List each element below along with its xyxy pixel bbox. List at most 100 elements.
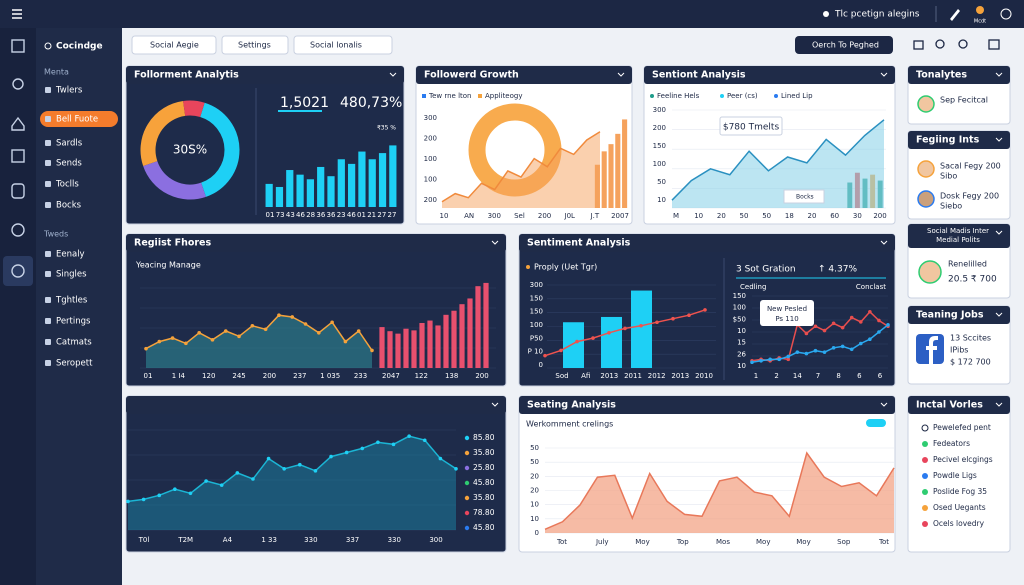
notification-icon[interactable] <box>976 6 984 14</box>
toolbar-icons[interactable] <box>913 39 1000 50</box>
chevron[interactable] <box>995 402 1003 407</box>
nav-item[interactable]: Bell Fuote <box>56 115 98 125</box>
x-tick-label: 138 <box>445 372 458 380</box>
bar <box>601 316 622 368</box>
point <box>671 316 675 321</box>
x-tick-label: T2M <box>177 536 193 544</box>
legend-label: Proply (Uet Tgr) <box>534 263 597 272</box>
panel-header <box>644 66 895 84</box>
rail-icons[interactable] <box>3 39 33 286</box>
chevron[interactable] <box>880 72 888 77</box>
x-tick-label: 10 <box>694 212 703 220</box>
point <box>235 471 240 475</box>
donut-center: 30S% <box>173 143 207 157</box>
nav-item[interactable]: Tghtles <box>55 296 88 306</box>
chevron[interactable] <box>995 312 1003 317</box>
panel-title: Teaning Jobs <box>916 310 984 321</box>
filter-dropdown[interactable] <box>131 35 217 55</box>
x-tick-label: 18 <box>785 212 794 220</box>
point <box>575 339 579 344</box>
y-tick-label: 200 <box>424 196 437 204</box>
point <box>313 469 318 473</box>
status-dot <box>922 441 928 447</box>
chevron[interactable] <box>995 230 1003 235</box>
legend-label: Lined Lip <box>781 92 813 100</box>
x-tick-label: 10 <box>440 212 449 220</box>
nav-item[interactable]: Seropett <box>56 359 93 369</box>
point <box>859 320 863 324</box>
x-tick-label: 2012 <box>648 372 666 380</box>
nav-item[interactable]: Toclls <box>55 180 79 190</box>
icon-rail <box>0 28 36 585</box>
callout <box>719 116 783 136</box>
x-tick-label: 36 <box>316 211 325 219</box>
active-item <box>40 111 118 127</box>
list-item: Dosk Fegy 200 <box>940 192 999 201</box>
x-tick-label: July <box>595 538 609 546</box>
nav-item[interactable]: Singles <box>56 270 87 280</box>
nav-icon <box>45 87 51 93</box>
status-dot <box>922 457 928 463</box>
action-button[interactable] <box>795 36 893 54</box>
profile-icon[interactable] <box>1000 8 1012 20</box>
nav-item[interactable]: Bocks <box>56 201 82 211</box>
nav-item[interactable]: Pertings <box>56 317 91 327</box>
chevron[interactable] <box>617 72 625 77</box>
x-tick-label: Tot <box>556 538 567 546</box>
x-tick-label: 30 <box>853 212 862 220</box>
x-tick-label: 337 <box>346 536 359 544</box>
callout-text: $780 Tmelts <box>723 123 780 133</box>
panel-header <box>908 66 1010 84</box>
bar <box>317 166 325 207</box>
filter-dropdown[interactable] <box>293 35 393 55</box>
x-tick-label: Top <box>676 538 689 546</box>
stat: 1,5021 <box>280 95 329 111</box>
point <box>251 477 255 481</box>
x-tick-label: 20 <box>808 212 817 220</box>
nav-item[interactable]: Sardls <box>56 139 83 149</box>
area <box>672 119 884 208</box>
chevron[interactable] <box>995 137 1003 142</box>
bar <box>427 320 433 368</box>
growth-title: 3 Sot Gration <box>736 265 796 275</box>
menu-icon[interactable] <box>12 9 22 19</box>
section-title: Menta <box>44 68 69 77</box>
panel-header <box>908 224 1010 248</box>
x-tick-label: 330 <box>388 536 401 544</box>
nav-item[interactable]: Twlers <box>55 86 83 96</box>
nav-item[interactable]: Catmats <box>56 338 92 348</box>
legend-label: Conclast <box>856 283 886 291</box>
edit-icon[interactable] <box>950 9 960 21</box>
nav-item[interactable]: Sends <box>56 159 82 169</box>
filter-dropdown[interactable] <box>221 35 289 55</box>
profile-value: 20.5 ₹ 700 <box>948 275 997 285</box>
x-tick-label: 01 <box>357 211 366 219</box>
point <box>868 337 872 342</box>
x-tick-label: Sel <box>514 212 525 220</box>
chevron[interactable] <box>491 240 499 245</box>
y-tick-label: 100 <box>733 304 746 312</box>
x-tick-label: 50 <box>762 212 771 220</box>
list-item: Poslide Fog 35 <box>933 487 987 496</box>
brand-icon <box>44 42 52 50</box>
bar <box>286 170 294 207</box>
chevron[interactable] <box>995 72 1003 77</box>
bar <box>483 282 489 368</box>
bar <box>387 331 393 368</box>
status-dot <box>922 489 928 495</box>
point <box>144 346 148 351</box>
donut-segment <box>199 102 240 197</box>
nav-icon <box>45 116 51 122</box>
chevron[interactable] <box>491 402 499 407</box>
bar <box>563 322 584 368</box>
x-tick-label: T0l <box>138 536 150 544</box>
line <box>441 131 601 203</box>
panel-title: Followerd Growth <box>424 70 519 81</box>
chevron[interactable] <box>880 402 888 407</box>
line <box>751 324 889 363</box>
nav-item[interactable]: Eenaly <box>56 250 85 260</box>
chevron[interactable] <box>880 240 888 245</box>
chevron[interactable] <box>389 72 397 77</box>
y-tick-label: 50 <box>530 458 539 466</box>
point <box>795 350 800 354</box>
